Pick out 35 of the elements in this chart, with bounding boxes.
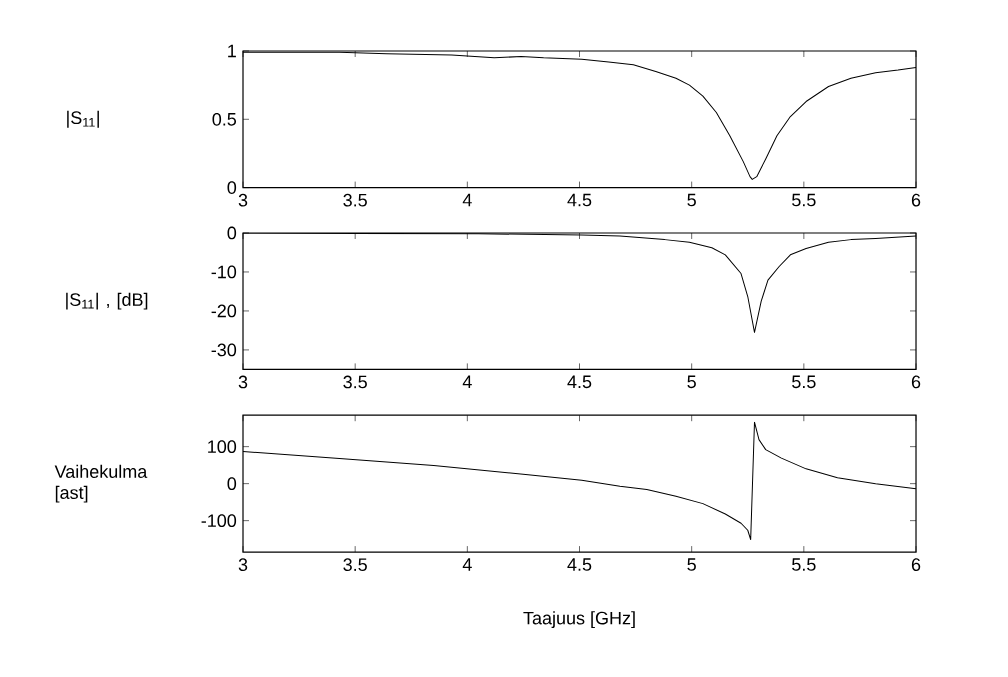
x-tick-label: 4: [462, 193, 472, 207]
x-tick-label: 3.5: [343, 558, 367, 572]
x-tick-label: 6: [911, 193, 921, 207]
x-tick-label: 5.5: [792, 558, 816, 571]
x-tick-label: 5: [687, 558, 696, 571]
x-tick-label: 3: [238, 375, 248, 389]
x-axis-title: Taajuus [GHz]: [523, 611, 635, 629]
x-tick-label: 4.5: [567, 193, 592, 207]
y-tick-label: 100: [208, 440, 237, 454]
x-tick-label: 5: [687, 375, 696, 389]
x-tick-label: 4: [462, 375, 472, 388]
x-tick-label: 5.5: [792, 193, 816, 207]
y-tick-label: 1: [228, 44, 236, 58]
x-tick-label: 6: [911, 375, 921, 389]
y-tick-label: -100: [201, 514, 237, 528]
y-tick-label: 0: [227, 226, 237, 240]
x-tick-label: 4: [462, 558, 472, 571]
y-axis-title: |S$_{11}$| , [dB]: [66, 292, 148, 310]
y-tick-label: -20: [211, 304, 237, 318]
y-tick-label: -30: [211, 343, 237, 357]
y-tick-label: 0: [227, 181, 237, 194]
x-tick-label: 4.5: [567, 558, 592, 571]
x-tick-label: 4.5: [567, 375, 592, 389]
x-tick-label: 3: [238, 558, 248, 572]
x-tick-label: 5.5: [792, 375, 816, 389]
y-tick-label: 0.5: [212, 112, 237, 126]
x-tick-label: 3.5: [343, 193, 367, 207]
y-axis-title: |S$_{11}$|: [67, 110, 99, 128]
y-tick-label: -10: [211, 265, 237, 279]
y-axis-title: Vaihekulma [ast]: [54, 464, 148, 503]
y-tick-label: 0: [227, 477, 237, 491]
x-tick-label: 3.5: [343, 375, 367, 389]
x-tick-label: 6: [911, 558, 921, 572]
x-tick-label: 5: [687, 193, 696, 207]
x-tick-label: 3: [238, 193, 248, 207]
